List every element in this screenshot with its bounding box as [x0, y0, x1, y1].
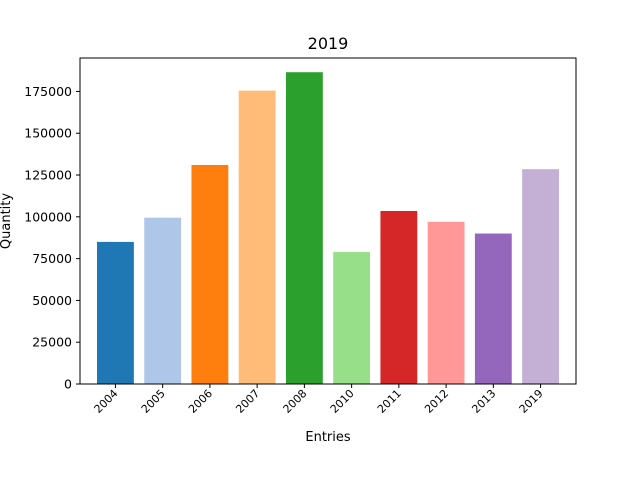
bar-2008 — [285, 72, 323, 384]
x-tick-label-2008: 2008 — [281, 387, 310, 416]
y-tick-label-125000: 125000 — [24, 168, 72, 183]
x-axis-label: Entries — [305, 430, 351, 445]
x-tick-label-2012: 2012 — [422, 387, 451, 416]
bar-2007 — [238, 90, 276, 384]
y-tick-label-75000: 75000 — [32, 251, 72, 266]
x-tick-label-2004: 2004 — [92, 387, 121, 416]
x-tick-label-2006: 2006 — [186, 387, 215, 416]
y-tick-label-50000: 50000 — [32, 293, 72, 308]
x-axis: 2004 2005 2006 2007 2008 2010 2011 2012 2013 2019 — [92, 384, 546, 416]
x-tick-label-2011: 2011 — [375, 387, 404, 416]
y-axis: 0 25000 50000 75000 100000 125000 150000 175000 — [24, 84, 80, 392]
x-tick-label-2005: 2005 — [139, 387, 168, 416]
bar-2011 — [380, 210, 418, 384]
bars-group — [97, 72, 559, 384]
bar-2005 — [144, 217, 182, 384]
y-tick-label-100000: 100000 — [24, 209, 72, 224]
y-tick-label-0: 0 — [64, 377, 72, 392]
x-tick-label-2013: 2013 — [469, 387, 498, 416]
y-axis-label: Quantity — [0, 193, 14, 249]
bar-2013 — [474, 233, 512, 384]
x-tick-label-2019: 2019 — [517, 387, 546, 416]
chart-title: 2019 — [308, 34, 349, 53]
y-tick-label-25000: 25000 — [32, 335, 72, 350]
bar-2010 — [333, 251, 371, 384]
y-tick-label-175000: 175000 — [24, 84, 72, 99]
bar-2012 — [427, 221, 465, 384]
y-tick-label-150000: 150000 — [24, 126, 72, 141]
x-tick-label-2007: 2007 — [233, 387, 262, 416]
bar-2004 — [97, 241, 134, 384]
x-tick-label-2010: 2010 — [328, 387, 357, 416]
bar-2019 — [522, 169, 559, 384]
plot-frame — [79, 57, 577, 385]
bar-2006 — [191, 164, 229, 384]
